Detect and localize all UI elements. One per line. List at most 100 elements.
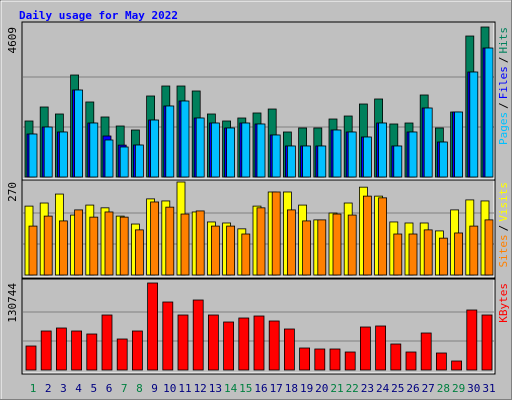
bar <box>466 309 478 371</box>
bar <box>256 123 266 178</box>
bar <box>347 131 357 178</box>
bar <box>180 213 190 276</box>
x-tick-label: 17 <box>270 382 283 395</box>
x-tick-label: 16 <box>254 382 267 395</box>
bar <box>134 144 144 178</box>
x-tick-label: 27 <box>422 382 435 395</box>
bar <box>71 330 82 371</box>
bar <box>378 122 388 178</box>
x-tick-label: 10 <box>163 382 176 395</box>
y-tick-label: 270 <box>6 182 19 202</box>
bar <box>104 211 114 276</box>
bar <box>393 145 403 178</box>
bar <box>74 209 83 276</box>
bar <box>408 233 418 276</box>
x-tick-label: 8 <box>136 382 143 395</box>
bar <box>302 220 312 276</box>
bar <box>147 282 159 371</box>
bar <box>56 327 67 371</box>
bar <box>150 201 160 276</box>
bar <box>375 325 387 371</box>
bar <box>28 225 38 276</box>
bar <box>469 71 479 178</box>
bar <box>104 139 114 178</box>
x-tick-label: 5 <box>90 382 97 395</box>
x-tick-label: 18 <box>285 382 298 395</box>
x-tick-label: 14 <box>224 382 238 395</box>
x-tick-label: 30 <box>467 382 480 395</box>
bar <box>362 136 372 178</box>
bar <box>423 229 433 276</box>
bar <box>150 119 160 178</box>
bar <box>165 105 175 178</box>
legend-separator: / <box>497 57 510 64</box>
bar <box>119 146 129 178</box>
x-tick-label: 29 <box>452 382 465 395</box>
bar <box>268 320 280 371</box>
bar <box>28 133 38 178</box>
bar <box>177 314 189 371</box>
bar <box>192 299 204 371</box>
bar <box>253 315 265 371</box>
x-tick-label: 15 <box>239 382 252 395</box>
bar <box>89 122 99 178</box>
x-tick-label: 9 <box>151 382 158 395</box>
legend-entry: Visits <box>497 182 510 222</box>
bar <box>74 89 83 178</box>
x-tick-label: 23 <box>361 382 374 395</box>
bar <box>238 317 250 371</box>
x-tick-label: 11 <box>178 382 191 395</box>
bar <box>283 328 295 371</box>
y-tick-label: 130744 <box>6 283 19 323</box>
bar <box>226 127 236 178</box>
bar <box>420 332 432 371</box>
bar <box>299 347 311 371</box>
chart-title: Daily usage for May 2022 <box>19 9 178 22</box>
legend-separator: / <box>497 225 510 232</box>
bar <box>378 197 388 276</box>
bar <box>481 314 493 371</box>
legend: Pages / Files / Hits <box>497 27 510 145</box>
bar <box>271 134 281 178</box>
bar <box>101 314 113 371</box>
x-tick-label: 12 <box>194 382 207 395</box>
bar <box>162 301 174 371</box>
x-tick-label: 3 <box>60 382 67 395</box>
bar <box>405 351 417 371</box>
bar <box>59 220 68 276</box>
x-tick-label: 26 <box>406 382 419 395</box>
bar <box>438 141 448 178</box>
bar <box>119 216 129 276</box>
legend: Sites / Visits <box>497 182 510 268</box>
bar <box>207 314 219 371</box>
bar <box>40 330 52 371</box>
bar <box>347 214 357 276</box>
legend-entry: Sites <box>497 234 510 267</box>
y-tick-label: 4609 <box>6 27 19 54</box>
bar <box>271 191 281 276</box>
bar <box>180 100 190 178</box>
bar <box>484 219 494 276</box>
bar <box>86 333 98 371</box>
bar <box>89 216 99 276</box>
bar <box>423 107 433 178</box>
bar <box>210 122 220 178</box>
x-tick-label: 2 <box>45 382 52 395</box>
x-tick-label: 1 <box>30 382 37 395</box>
bar <box>393 233 403 276</box>
bar <box>469 225 479 276</box>
bar <box>59 131 68 178</box>
x-tick-label: 31 <box>482 382 495 395</box>
x-tick-label: 21 <box>330 382 343 395</box>
bar <box>256 207 266 276</box>
bar <box>362 195 372 276</box>
x-tick-label: 6 <box>106 382 113 395</box>
x-tick-label: 4 <box>75 382 82 395</box>
bar <box>484 47 494 178</box>
bar <box>451 360 463 371</box>
bar <box>195 117 205 178</box>
bar <box>454 232 464 276</box>
x-tick-label: 20 <box>315 382 328 395</box>
